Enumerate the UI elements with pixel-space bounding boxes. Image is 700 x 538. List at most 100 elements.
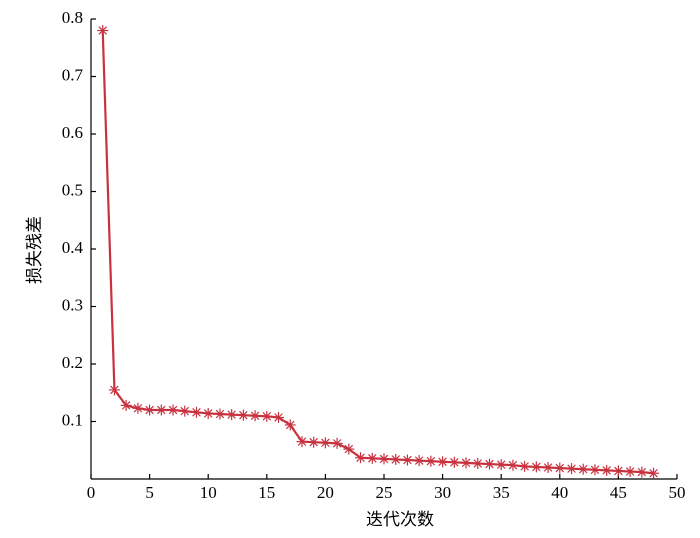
marker	[566, 463, 578, 475]
x-tick-label: 20	[317, 483, 334, 502]
marker-stroke	[625, 467, 635, 476]
marker-stroke	[344, 444, 354, 454]
marker-stroke	[379, 454, 389, 464]
marker	[202, 407, 214, 419]
marker	[612, 465, 624, 477]
marker-stroke	[543, 463, 553, 472]
marker	[366, 452, 378, 464]
marker	[144, 404, 156, 416]
y-tick-label: 0.1	[62, 410, 83, 429]
marker-stroke	[403, 455, 412, 465]
marker-stroke	[203, 409, 213, 418]
marker	[378, 453, 390, 465]
x-tick-label: 10	[200, 483, 217, 502]
marker	[261, 410, 273, 422]
marker	[483, 458, 495, 470]
marker	[519, 460, 531, 472]
marker	[530, 461, 542, 473]
marker-stroke	[215, 409, 225, 419]
marker-stroke	[274, 413, 283, 422]
marker-stroke	[473, 459, 483, 468]
marker	[460, 457, 472, 469]
marker-stroke	[450, 458, 459, 467]
marker	[437, 456, 449, 468]
marker	[624, 466, 636, 478]
marker	[390, 453, 402, 465]
y-tick-label: 0.4	[62, 238, 84, 257]
x-tick-label: 25	[376, 483, 393, 502]
marker-stroke	[157, 405, 166, 415]
marker	[284, 419, 296, 431]
marker	[296, 436, 308, 448]
x-tick-label: 45	[610, 483, 627, 502]
marker-stroke	[239, 410, 248, 420]
x-tick-label: 0	[87, 483, 96, 502]
marker	[507, 459, 519, 471]
marker	[425, 455, 437, 467]
marker	[331, 437, 343, 449]
marker-stroke	[602, 466, 611, 475]
marker-stroke	[121, 401, 131, 410]
y-axis-label: 损失残差	[25, 216, 44, 284]
marker-stroke	[614, 466, 623, 476]
y-tick-label: 0.8	[62, 8, 83, 27]
marker-stroke	[508, 460, 518, 470]
marker	[179, 405, 191, 417]
marker-stroke	[590, 465, 600, 475]
marker-stroke	[145, 405, 154, 415]
marker-stroke	[391, 455, 400, 464]
marker	[343, 443, 355, 455]
marker-stroke	[368, 454, 377, 463]
y-tick-label: 0.5	[62, 180, 83, 199]
marker-stroke	[356, 453, 365, 462]
marker-stroke	[180, 406, 190, 416]
marker-stroke	[555, 463, 565, 473]
marker	[108, 384, 120, 396]
x-tick-label: 40	[551, 483, 568, 502]
marker-stroke	[285, 420, 295, 430]
marker-stroke	[649, 468, 658, 478]
marker-stroke	[578, 464, 588, 474]
y-tick-label: 0.6	[62, 123, 83, 142]
marker	[554, 462, 566, 474]
x-tick-label: 5	[145, 483, 154, 502]
marker	[495, 459, 507, 471]
marker-stroke	[309, 437, 318, 447]
marker	[167, 404, 179, 416]
marker-stroke	[414, 456, 424, 465]
marker-stroke	[637, 467, 647, 477]
marker-stroke	[192, 408, 201, 417]
marker-stroke	[262, 412, 272, 421]
marker-stroke	[227, 410, 236, 419]
marker	[448, 456, 460, 468]
marker	[132, 402, 144, 414]
marker-stroke	[461, 458, 471, 468]
marker	[308, 436, 320, 448]
marker-stroke	[297, 437, 307, 446]
marker	[589, 464, 601, 476]
marker	[355, 452, 367, 464]
marker	[249, 410, 261, 422]
marker	[401, 454, 413, 466]
marker-stroke	[485, 459, 494, 469]
marker-stroke	[168, 405, 178, 415]
marker	[120, 399, 132, 411]
marker	[97, 25, 109, 36]
marker	[226, 409, 238, 421]
marker-stroke	[321, 438, 330, 448]
x-tick-label: 15	[258, 483, 275, 502]
marker-stroke	[438, 457, 447, 467]
marker-stroke	[250, 411, 260, 421]
marker	[190, 406, 202, 418]
marker-stroke	[332, 439, 342, 448]
marker	[577, 463, 589, 475]
marker	[273, 411, 285, 423]
marker	[542, 462, 554, 473]
marker-stroke	[532, 462, 541, 472]
marker-stroke	[426, 456, 436, 466]
marker	[413, 455, 425, 467]
y-tick-label: 0.2	[62, 353, 83, 372]
marker	[648, 467, 660, 479]
marker	[214, 408, 226, 420]
